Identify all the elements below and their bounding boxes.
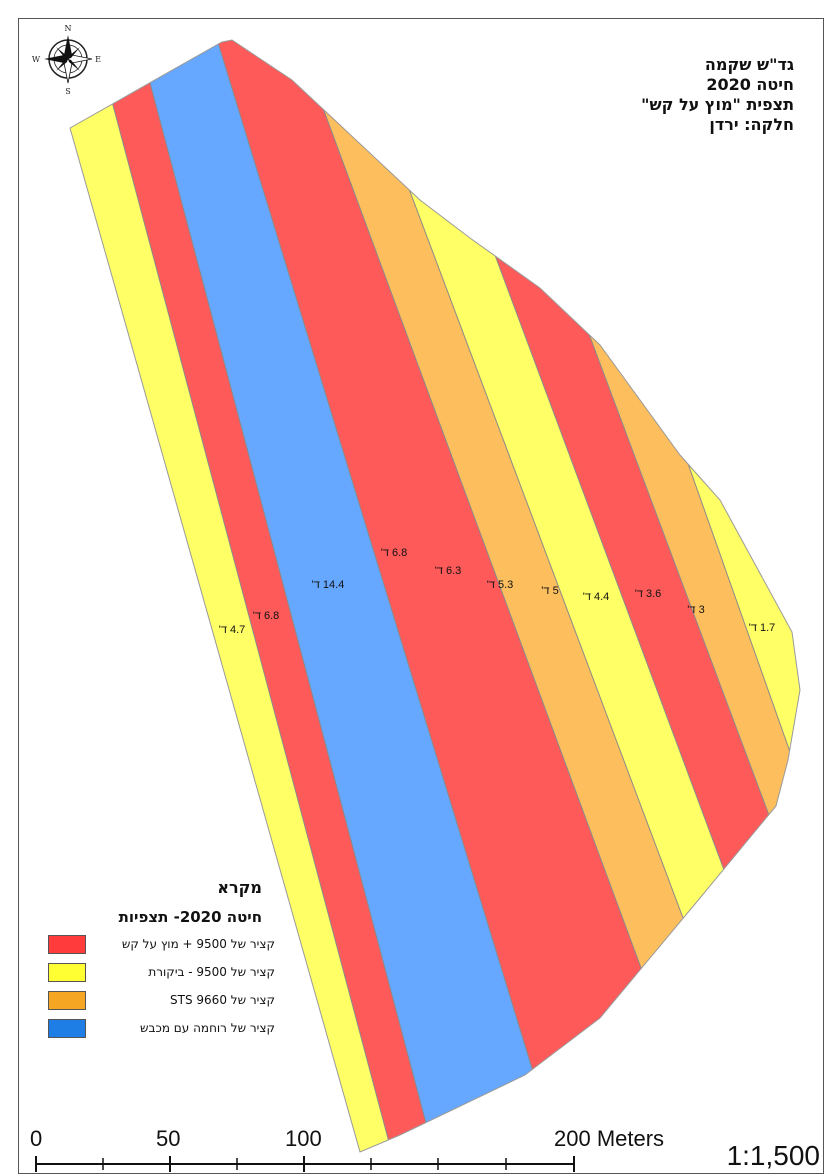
strip-area-label: 6.8 ד' (381, 547, 408, 559)
strip-area-label: 3 ד' (687, 604, 704, 616)
legend-swatch (48, 990, 86, 1010)
legend-item: קציר של STS 9660 (40, 990, 275, 1010)
title-line-2: חיטה 2020 (706, 75, 794, 94)
compass-e: E (95, 55, 101, 64)
strip-labels: 4.7 ד' 6.8 ד' 14.4 ד' 6.8 ד' 6.3 ד' 5.3 ד' 5 ד… (219, 547, 776, 636)
strip-area-label: 3.6 ד' (635, 588, 662, 600)
field-strip (205, 40, 718, 1152)
legend-swatch (48, 934, 86, 954)
legend-item: קציר של רוחמה עם מכבש (40, 1018, 275, 1038)
legend-item-label: קציר של 9500 - ביקורת (148, 965, 275, 979)
strip-area-label: 1.7 ד' (749, 622, 776, 634)
scale-label-50: 50 (156, 1126, 181, 1151)
legend-subtitle: חיטה 2020- תצפיות (118, 908, 262, 926)
strip-area-label: 5.3 ד' (487, 579, 514, 591)
compass-rose-icon: N S E W (32, 24, 101, 96)
field-strip (85, 40, 440, 1152)
compass-s: S (65, 87, 70, 96)
field-strip (283, 40, 780, 1152)
compass-w: W (32, 55, 41, 64)
legend-item-label: קציר של רוחמה עם מכבש (140, 1021, 275, 1035)
legend-item: קציר של 9500 + מוץ על קש (40, 934, 275, 954)
strip-border (204, 40, 566, 1152)
map-frame (18, 18, 824, 1174)
map-title: גד"ש שקמה חיטה 2020 תצפית "מוץ על קש" חל… (641, 55, 794, 135)
legend: מקרא חיטה 2020- תצפיות קציר של 9500 + מו… (40, 878, 275, 1038)
strip-border (127, 40, 441, 1152)
strip-area-label: 6.3 ד' (435, 565, 462, 577)
compass-n: N (65, 24, 72, 33)
title-line-3: תצפית "מוץ על קש" (641, 95, 794, 114)
legend-item: קציר של 9500 - ביקורת (40, 962, 275, 982)
field-strip (128, 40, 565, 1152)
scale-label-100: 100 (285, 1126, 322, 1151)
strip-border (759, 40, 800, 1152)
scale-label-200: 200 Meters (554, 1126, 665, 1151)
legend-item-label: קציר של 9500 + מוץ על קש (121, 937, 275, 951)
strip-area-label: 5 ד' (541, 585, 558, 597)
strip-area-label: 4.4 ד' (583, 591, 610, 603)
legend-item-label: קציר של STS 9660 (170, 993, 275, 1007)
legend-title: מקרא (217, 878, 262, 897)
title-line-4: חלקה: ירדן (709, 115, 794, 134)
title-line-1: גד"ש שקמה (704, 55, 794, 74)
legend-swatch (48, 962, 86, 982)
strip-border (84, 40, 399, 1152)
scale-ratio: 1:1,500 (726, 1140, 820, 1171)
legend-swatch (48, 1018, 86, 1038)
scale-label-0: 0 (30, 1126, 43, 1151)
strip-area-label: 4.7 ד' (219, 624, 246, 636)
field-outline (69, 39, 801, 1153)
scale-bar (35, 1156, 575, 1172)
strip-area-label: 14.4 ד' (312, 579, 345, 591)
strip-area-label: 6.8 ד' (253, 610, 280, 622)
